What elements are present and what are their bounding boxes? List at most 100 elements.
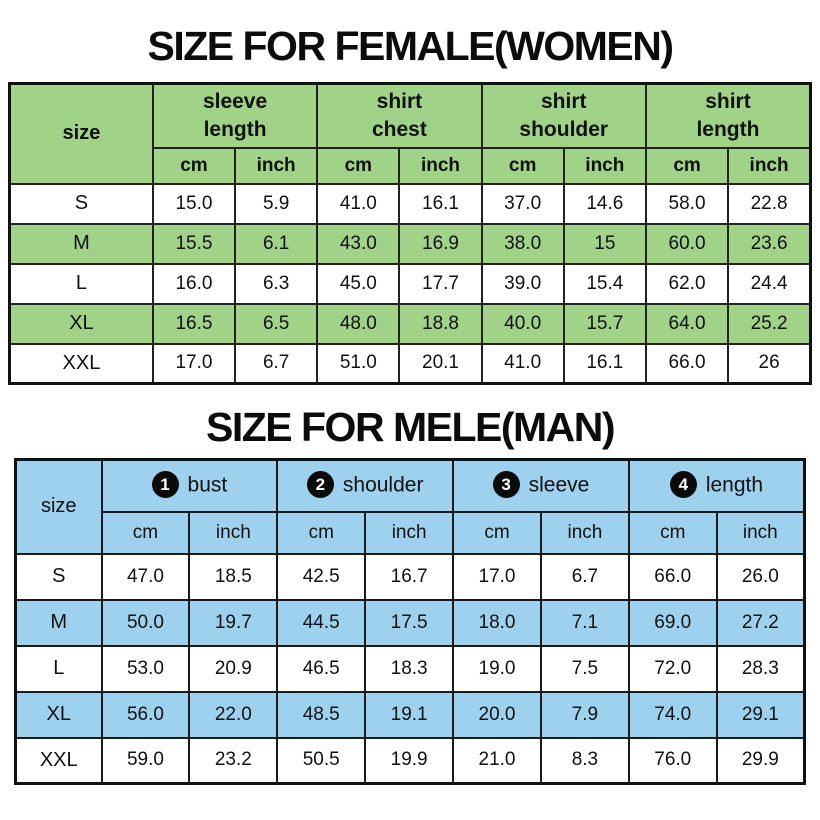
- unit-header-inch: inch: [727, 146, 812, 185]
- size-row-l: L 16.0 6.3 45.0 17.7 39.0 15.4 62.0 24.4: [8, 262, 812, 305]
- size-row-m: M 15.5 6.1 43.0 16.9 38.0 15 60.0 23.6: [8, 222, 812, 265]
- measurement-value: 6.1: [234, 222, 319, 265]
- measurement-value: 16.5: [151, 302, 237, 345]
- measurement-value: 41.0: [480, 342, 565, 385]
- measurement-value: 16.9: [398, 222, 483, 265]
- measurement-value: 14.6: [562, 182, 647, 225]
- unit-header-inch: inch: [562, 146, 647, 185]
- measurement-value: 59.0: [100, 736, 191, 785]
- number-2-badge-icon: 2: [306, 471, 334, 499]
- group-label-line: chest: [371, 117, 427, 141]
- measurement-value: 44.5: [276, 598, 367, 647]
- group-label: length: [705, 473, 764, 497]
- measurement-value: 72.0: [627, 644, 718, 693]
- men-group-bust: 1 bust: [100, 458, 279, 513]
- size-row-s: S 47.0 18.5 42.5 16.7 17.0 6.7 66.0 26.0: [14, 552, 806, 601]
- women-chart-title: SIZE FOR FEMALE(WOMEN): [147, 23, 674, 69]
- group-label: bust: [187, 473, 228, 497]
- measurement-value: 50.5: [276, 736, 367, 785]
- measurement-value: 22.8: [727, 182, 812, 225]
- measurement-value: 17.7: [398, 262, 483, 305]
- measurement-value: 43.0: [316, 222, 401, 265]
- measurement-value: 7.5: [539, 644, 630, 693]
- size-value: XL: [8, 302, 154, 345]
- measurement-value: 21.0: [452, 736, 542, 785]
- measurement-value: 29.9: [715, 736, 806, 785]
- measurement-value: 64.0: [644, 302, 730, 345]
- measurement-value: 39.0: [480, 262, 565, 305]
- group-label-line: sleeve: [202, 89, 268, 113]
- unit-header-cm: cm: [627, 510, 718, 555]
- measurement-value: 17.0: [452, 552, 542, 601]
- measurement-value: 15.0: [151, 182, 237, 225]
- measurement-value: 19.0: [452, 644, 542, 693]
- unit-header-cm: cm: [480, 146, 565, 185]
- unit-header-inch: inch: [364, 510, 455, 555]
- measurement-value: 74.0: [627, 690, 718, 739]
- unit-header-inch: inch: [715, 510, 806, 555]
- women-group-shirt-shoulder: shirt shoulder: [480, 82, 647, 149]
- measurement-value: 23.2: [188, 736, 279, 785]
- measurement-value: 66.0: [644, 342, 730, 385]
- measurement-value: 48.5: [276, 690, 367, 739]
- measurement-value: 6.7: [234, 342, 319, 385]
- measurement-value: 18.8: [398, 302, 483, 345]
- size-row-xxl: XXL 59.0 23.2 50.5 19.9 21.0 8.3 76.0 29.9: [14, 736, 806, 785]
- measurement-value: 18.5: [188, 552, 279, 601]
- measurement-value: 20.9: [188, 644, 279, 693]
- measurement-value: 15: [562, 222, 647, 265]
- measurement-value: 20.0: [452, 690, 542, 739]
- size-row-xxl: XXL 17.0 6.7 51.0 20.1 41.0 16.1 66.0 26: [8, 342, 812, 385]
- women-size-table: size sleeve length shirt chest shirt should…: [8, 82, 812, 386]
- measurement-value: 6.7: [539, 552, 630, 601]
- unit-header-cm: cm: [100, 510, 191, 555]
- measurement-value: 28.3: [715, 644, 806, 693]
- measurement-value: 20.1: [398, 342, 483, 385]
- measurement-value: 17.0: [151, 342, 237, 385]
- women-table-header: size sleeve length shirt chest shirt should…: [8, 82, 812, 185]
- group-label-line: shirt: [540, 89, 587, 113]
- number-1-badge-icon: 1: [151, 471, 179, 499]
- measurement-value: 48.0: [316, 302, 401, 345]
- measurement-value: 8.3: [539, 736, 630, 785]
- measurement-value: 7.1: [539, 598, 630, 647]
- measurement-value: 69.0: [627, 598, 718, 647]
- group-label-line: shoulder: [519, 117, 609, 141]
- measurement-value: 42.5: [276, 552, 367, 601]
- measurement-value: 27.2: [715, 598, 806, 647]
- measurement-value: 51.0: [316, 342, 401, 385]
- women-group-shirt-length: shirt length: [644, 82, 812, 149]
- group-label: shoulder: [342, 473, 424, 497]
- size-value: XXL: [8, 342, 154, 385]
- size-row-l: L 53.0 20.9 46.5 18.3 19.0 7.5 72.0 28.3: [14, 644, 806, 693]
- measurement-value: 66.0: [627, 552, 718, 601]
- men-size-column-header: size: [14, 458, 103, 555]
- size-value: L: [8, 262, 154, 305]
- measurement-value: 37.0: [480, 182, 565, 225]
- men-group-shoulder: 2 shoulder: [276, 458, 455, 513]
- men-table-header: size 1 bust 2 shoulder 3 sleeve 4 length cm …: [14, 458, 806, 555]
- measurement-value: 23.6: [727, 222, 812, 265]
- size-value: XXL: [14, 736, 103, 785]
- size-row-s: S 15.0 5.9 41.0 16.1 37.0 14.6 58.0 22.8: [8, 182, 812, 225]
- measurement-value: 53.0: [100, 644, 191, 693]
- unit-header-inch: inch: [539, 510, 630, 555]
- group-label-line: length: [203, 117, 267, 141]
- measurement-value: 26.0: [715, 552, 806, 601]
- measurement-value: 6.3: [234, 262, 319, 305]
- size-row-m: M 50.0 19.7 44.5 17.5 18.0 7.1 69.0 27.2: [14, 598, 806, 647]
- measurement-value: 19.7: [188, 598, 279, 647]
- measurement-value: 50.0: [100, 598, 191, 647]
- size-value: M: [14, 598, 103, 647]
- measurement-value: 58.0: [644, 182, 730, 225]
- men-group-length: 4 length: [627, 458, 806, 513]
- women-group-shirt-chest: shirt chest: [316, 82, 483, 149]
- measurement-value: 22.0: [188, 690, 279, 739]
- unit-header-cm: cm: [151, 146, 237, 185]
- men-chart-title: SIZE FOR MELE(MAN): [205, 404, 616, 451]
- measurement-value: 45.0: [316, 262, 401, 305]
- unit-header-cm: cm: [452, 510, 542, 555]
- measurement-value: 15.4: [562, 262, 647, 305]
- unit-header-inch: inch: [234, 146, 319, 185]
